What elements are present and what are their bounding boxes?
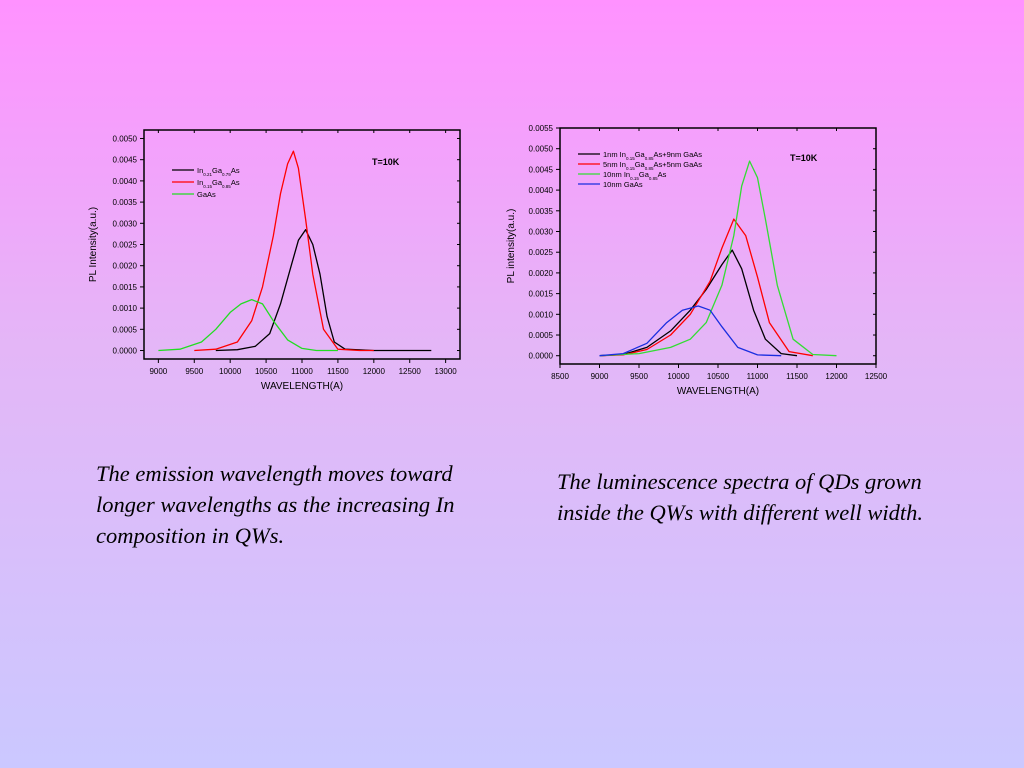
x-tick-label: 12500 — [865, 372, 888, 381]
y-tick-label: 0.0010 — [529, 310, 554, 319]
y-tick-label: 0.0035 — [113, 198, 138, 207]
x-tick-label: 12500 — [399, 367, 422, 376]
series-line-1 — [215, 229, 432, 352]
y-tick-label: 0.0045 — [529, 165, 554, 174]
legend-entry: In0.15Ga0.85As — [197, 178, 240, 189]
x-tick-label: 11000 — [747, 372, 769, 381]
y-tick-label: 0.0015 — [113, 283, 138, 292]
series-line-2 — [194, 150, 374, 352]
x-tick-label: 11500 — [327, 367, 349, 376]
x-tick-label: 10500 — [707, 372, 730, 381]
chart-left: 0.0000 0.0005 0.0010 0.0015 0.0020 0.0025 0.00… — [88, 129, 461, 392]
y-tick-label: 0.0050 — [113, 134, 138, 143]
chart-right: 0.0000 0.0005 0.0010 0.0015 0.0020 0.0025 0.00… — [506, 124, 888, 397]
legend-entry: GaAs — [197, 190, 216, 199]
y-tick-label: 0.0050 — [529, 145, 554, 154]
y-tick-label: 0.0035 — [529, 207, 554, 216]
series-line-4 — [599, 305, 782, 357]
legend-entry: 5nm In0.15Ga0.85As+5nm GaAs — [603, 160, 702, 171]
y-tick-label: 0.0055 — [529, 124, 554, 133]
series-line-1 — [599, 249, 798, 357]
y-tick-label: 0.0005 — [113, 325, 138, 334]
x-tick-label: 13000 — [435, 367, 458, 376]
y-axis-label: PL intensity(a.u.) — [506, 209, 517, 284]
series-line-2 — [599, 218, 813, 357]
legend-entry: 1nm In0.15Ga0.85As+9nm GaAs — [603, 150, 702, 161]
x-tick-label: 11000 — [291, 367, 313, 376]
series-line-3 — [599, 160, 837, 357]
x-tick-label: 8500 — [551, 372, 569, 381]
series-line-3 — [158, 298, 338, 352]
temperature-annotation: T=10K — [372, 157, 400, 167]
x-tick-label: 10000 — [667, 372, 690, 381]
y-tick-label: 0.0000 — [113, 347, 138, 356]
caption-left: The emission wavelength moves toward lon… — [96, 461, 455, 548]
y-tick-label: 0.0040 — [529, 186, 554, 195]
y-axis-label: PL Intensity(a.u.) — [88, 207, 99, 282]
y-tick-label: 0.0025 — [529, 248, 554, 257]
y-tick-label: 0.0020 — [113, 262, 138, 271]
y-tick-label: 0.0015 — [529, 290, 554, 299]
y-tick-label: 0.0000 — [529, 352, 554, 361]
x-tick-label: 10000 — [219, 367, 242, 376]
x-axis-label: WAVELENGTH(A) — [677, 386, 759, 397]
y-tick-label: 0.0025 — [113, 241, 138, 250]
x-tick-label: 9000 — [149, 367, 167, 376]
legend-entry: In0.21Ga0.79As — [197, 166, 240, 177]
y-tick-label: 0.0045 — [113, 156, 138, 165]
x-tick-label: 9500 — [630, 372, 648, 381]
temperature-annotation: T=10K — [790, 153, 818, 163]
y-tick-label: 0.0005 — [529, 331, 554, 340]
y-tick-label: 0.0040 — [113, 177, 138, 186]
legend-entry: 10nm In0.15Ga0.85As — [603, 170, 667, 181]
y-tick-label: 0.0030 — [113, 219, 138, 228]
x-tick-label: 12000 — [363, 367, 386, 376]
y-tick-label: 0.0010 — [113, 304, 138, 313]
y-tick-label: 0.0020 — [529, 269, 554, 278]
x-axis-label: WAVELENGTH(A) — [261, 381, 343, 392]
x-tick-label: 12000 — [825, 372, 848, 381]
caption-right: The luminescence spectra of QDs grown in… — [557, 469, 924, 525]
y-tick-label: 0.0030 — [529, 228, 554, 237]
x-tick-label: 11500 — [786, 372, 808, 381]
legend-entry: 10nm GaAs — [603, 180, 643, 189]
plot-frame — [143, 129, 461, 360]
x-tick-label: 10500 — [255, 367, 278, 376]
x-tick-label: 9000 — [591, 372, 609, 381]
x-tick-label: 9500 — [185, 367, 203, 376]
